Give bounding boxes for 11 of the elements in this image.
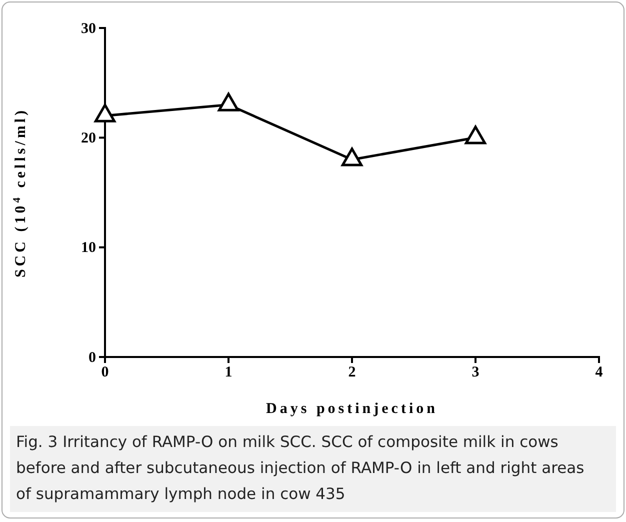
y-tick-label: 0 [88, 350, 96, 366]
x-tick-label: 1 [224, 364, 232, 381]
x-tick-label: 0 [101, 364, 109, 381]
x-tick-label: 3 [472, 364, 480, 381]
x-axis-title: Days postinjection [266, 401, 438, 417]
y-tick-label: 10 [81, 240, 96, 256]
x-tick-label: 2 [348, 364, 356, 381]
caption: Fig. 3 Irritancy of RAMP-O on milk SCC. SCC of composite milk in cows before and after subcutaneous injection of RAMP-O in left and right areas of supramammary lymph node in cow 435 [16, 433, 584, 503]
y-tick-label: 30 [81, 20, 96, 37]
x-tick-label: 4 [595, 364, 604, 381]
y-tick-label: 20 [81, 130, 96, 146]
